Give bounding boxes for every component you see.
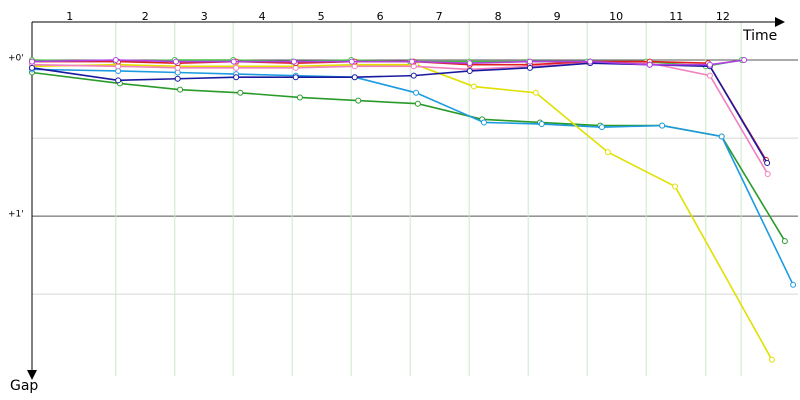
x-axis-arrow [775,17,785,27]
point [659,122,666,129]
x-tick-label: 1 [66,10,73,23]
point [413,89,420,96]
point [604,149,611,156]
point [790,281,797,288]
point [532,89,539,96]
point [706,72,713,79]
point [115,77,122,84]
point [768,356,775,363]
x-tick-label: 3 [201,10,208,23]
point [466,60,473,67]
x-tick-label: 2 [142,10,149,23]
point [29,58,35,65]
x-tick-label: 6 [377,10,384,23]
point [230,58,237,65]
series-line [31,63,773,361]
point [764,160,771,167]
x-tick-label: 11 [669,10,683,23]
point [781,238,788,245]
point [466,67,473,74]
point [526,64,533,71]
point [174,75,181,82]
point [292,74,299,81]
point [290,58,297,65]
point [348,58,355,65]
point [355,97,362,104]
point [480,119,487,126]
point [177,86,184,93]
y-tick-label: +0' [8,54,24,64]
point [718,133,725,140]
point [233,64,240,71]
y-tick-label: +1' [8,210,24,220]
x-tick-label: 9 [554,10,561,23]
series-line [31,62,768,164]
point [470,83,477,90]
point [414,100,421,107]
x-tick-label: 5 [318,10,325,23]
point [172,58,179,65]
point [672,183,679,190]
series-line [31,68,794,286]
point [112,57,119,64]
y-axis-arrow [27,370,37,380]
point [587,58,594,65]
x-tick-label: 7 [436,10,443,23]
point [526,58,533,65]
point [237,89,244,96]
point [29,64,35,71]
point [538,121,545,128]
point [233,74,240,81]
point [410,72,417,79]
x-tick-label: 4 [259,10,266,23]
x-axis-label: Time [742,28,777,44]
point [764,170,771,177]
point [598,124,605,131]
y-axis-label: Gap [10,378,38,394]
point [646,61,653,68]
x-tick-label: 10 [609,10,623,23]
x-tick-label: 12 [716,10,730,23]
x-tick-label: 8 [495,10,502,23]
point [408,58,415,65]
point [296,94,303,101]
point [741,57,748,64]
point [351,74,358,81]
point [706,61,713,68]
